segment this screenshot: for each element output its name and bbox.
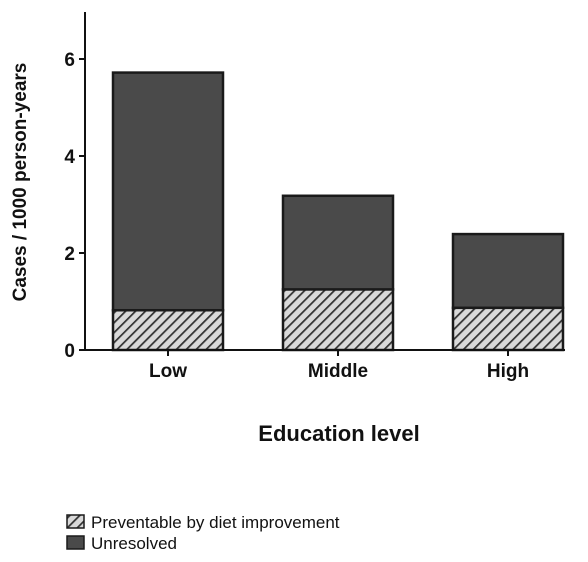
legend-swatch [66, 514, 85, 529]
legend-swatch [66, 535, 85, 550]
y-axis-title: Cases / 1000 person-years [10, 63, 31, 302]
x-tick-label-high: High [487, 361, 529, 382]
bar-low-unresolved [111, 71, 225, 312]
x-tick-label-low: Low [149, 361, 187, 382]
bar-middle-preventable [281, 288, 395, 352]
x-tick-label-middle: Middle [308, 361, 368, 382]
bar-middle-unresolved [281, 194, 395, 291]
y-tick-label: 6 [64, 50, 75, 71]
bar-low-preventable [111, 308, 225, 352]
x-axis-title: Education level [258, 421, 419, 446]
bar-high-preventable [451, 306, 565, 352]
y-tick-label: 0 [64, 341, 75, 362]
legend-label: Preventable by diet improvement [91, 513, 340, 532]
bar-high-unresolved [451, 232, 565, 310]
legend-label: Unresolved [91, 534, 177, 553]
y-tick-label: 4 [64, 147, 75, 168]
y-tick-label: 2 [64, 244, 75, 265]
legend: Preventable by diet improvement Unresolve… [66, 513, 340, 553]
